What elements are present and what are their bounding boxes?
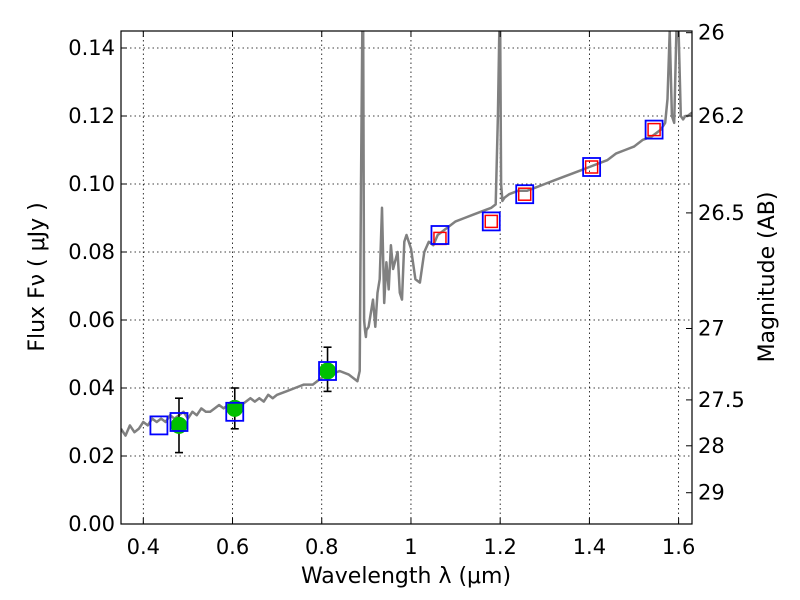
red-square	[584, 160, 599, 174]
right-tick-label: 26.5	[698, 201, 745, 225]
x-tick-label: 0.4	[127, 535, 160, 559]
y-tick-label: 0.08	[68, 240, 115, 264]
blue-square	[149, 415, 169, 436]
red-square	[517, 187, 532, 201]
right-tick-label: 26.2	[698, 104, 745, 128]
right-tick-label: 27	[698, 317, 725, 341]
y-tick-label: 0.12	[68, 104, 115, 128]
x-tick-label: 1.4	[573, 535, 606, 559]
right-axis-label: Magnitude (AB)	[755, 192, 780, 363]
y-tick-label: 0.14	[68, 36, 115, 60]
y-tick-label: 0.10	[68, 172, 115, 196]
blue-square	[582, 157, 602, 177]
spectrum-line	[121, 31, 692, 437]
spectrum-layer	[121, 31, 692, 437]
right-tick-label: 29	[698, 481, 725, 505]
red-square	[647, 122, 661, 137]
right-tick-label: 28	[698, 434, 725, 458]
right-tick-label: 26	[698, 21, 725, 45]
plot-frame	[120, 30, 693, 525]
blue-square	[481, 211, 501, 232]
ticks: 0.4 0.6 0.8 1 1.2 1.4 1.6 0.00 0.02 0.04 0.06 0.08 0…	[68, 21, 745, 559]
right-tick-label: 27.5	[698, 388, 745, 412]
blue-square	[225, 401, 245, 422]
x-tick-label: 1.2	[483, 535, 516, 559]
x-tick-label: 0.6	[216, 535, 249, 559]
x-tick-label: 1	[404, 535, 417, 559]
x-tick-label: 1.6	[662, 535, 695, 559]
y-tick-label: 0.00	[68, 512, 115, 536]
red-square	[484, 214, 499, 229]
x-tick-label: 0.8	[305, 535, 338, 559]
green-point	[319, 362, 337, 380]
y-tick-label: 0.06	[68, 308, 115, 332]
y-tick-label: 0.02	[68, 444, 115, 468]
y-axis-label: Flux Fν ( μJy )	[25, 202, 50, 351]
x-axis-label: Wavelength λ (μm)	[301, 564, 511, 589]
blue-square	[430, 225, 450, 245]
marker-layer	[149, 119, 664, 454]
blue-square	[515, 184, 535, 205]
blue-square	[169, 412, 189, 432]
grid	[121, 31, 692, 524]
blue-square	[644, 119, 664, 140]
y-tick-label: 0.04	[68, 376, 115, 400]
blue-square	[318, 361, 337, 381]
